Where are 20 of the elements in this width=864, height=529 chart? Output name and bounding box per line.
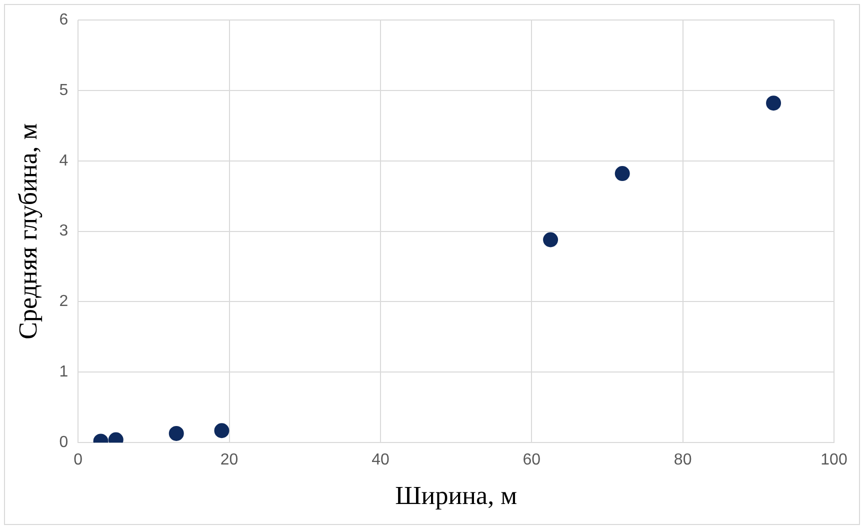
point: [214, 423, 230, 438]
y-tick-label: 1: [59, 364, 68, 381]
point: [766, 96, 782, 111]
y-tick-label: 5: [59, 82, 68, 99]
point: [543, 232, 558, 248]
x-axis-title: Ширина, м: [395, 481, 518, 510]
point: [614, 166, 630, 182]
x-tick-label: 60: [522, 452, 541, 469]
y-tick-label: 6: [59, 11, 68, 28]
x-tick-label: 80: [674, 452, 692, 469]
y-tick-label: 2: [59, 293, 68, 310]
y-axis-title: Средняя глубина, м: [13, 123, 42, 340]
point: [168, 426, 184, 441]
y-tick-label: 0: [59, 434, 68, 452]
x-tick-label: 40: [372, 452, 390, 469]
y-tick-label: 3: [59, 222, 68, 240]
x-tick-label: 20: [220, 452, 238, 469]
y-tick-label: 4: [59, 152, 68, 170]
x-tick-label: 100: [820, 452, 848, 469]
x-tick-label: 0: [74, 452, 83, 469]
